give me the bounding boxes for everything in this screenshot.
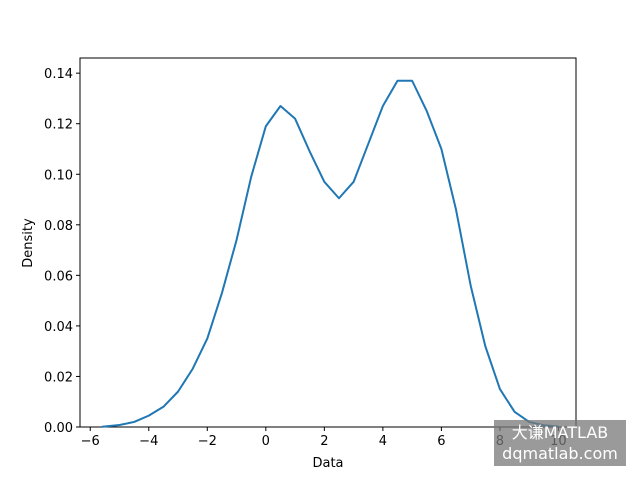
- watermark-text: dqmatlab.com: [502, 444, 618, 463]
- x-tick-label: −6: [81, 434, 100, 449]
- x-tick-label: 6: [437, 434, 445, 449]
- x-axis-label: Data: [312, 456, 343, 471]
- x-tick-label: −4: [139, 434, 158, 449]
- plot-frame: [79, 57, 577, 428]
- x-tick-label: 0: [262, 434, 270, 449]
- y-tick-label: 0.00: [44, 421, 73, 436]
- y-tick-label: 0.12: [44, 118, 73, 133]
- y-tick-label: 0.10: [44, 168, 73, 183]
- y-tick-label: 0.14: [44, 67, 73, 82]
- x-tick-label: 2: [320, 434, 328, 449]
- y-tick-label: 0.04: [44, 320, 73, 335]
- watermark-text: 大谦MATLAB: [512, 423, 609, 442]
- y-tick-label: 0.02: [44, 370, 73, 385]
- density-line: [101, 79, 559, 428]
- y-axis-label: Density: [21, 218, 36, 268]
- x-tick-label: 4: [379, 434, 387, 449]
- y-tick-label: 0.08: [44, 219, 73, 234]
- watermark-box: [494, 420, 626, 466]
- y-tick-label: 0.06: [44, 269, 73, 284]
- x-tick-label: −2: [198, 434, 217, 449]
